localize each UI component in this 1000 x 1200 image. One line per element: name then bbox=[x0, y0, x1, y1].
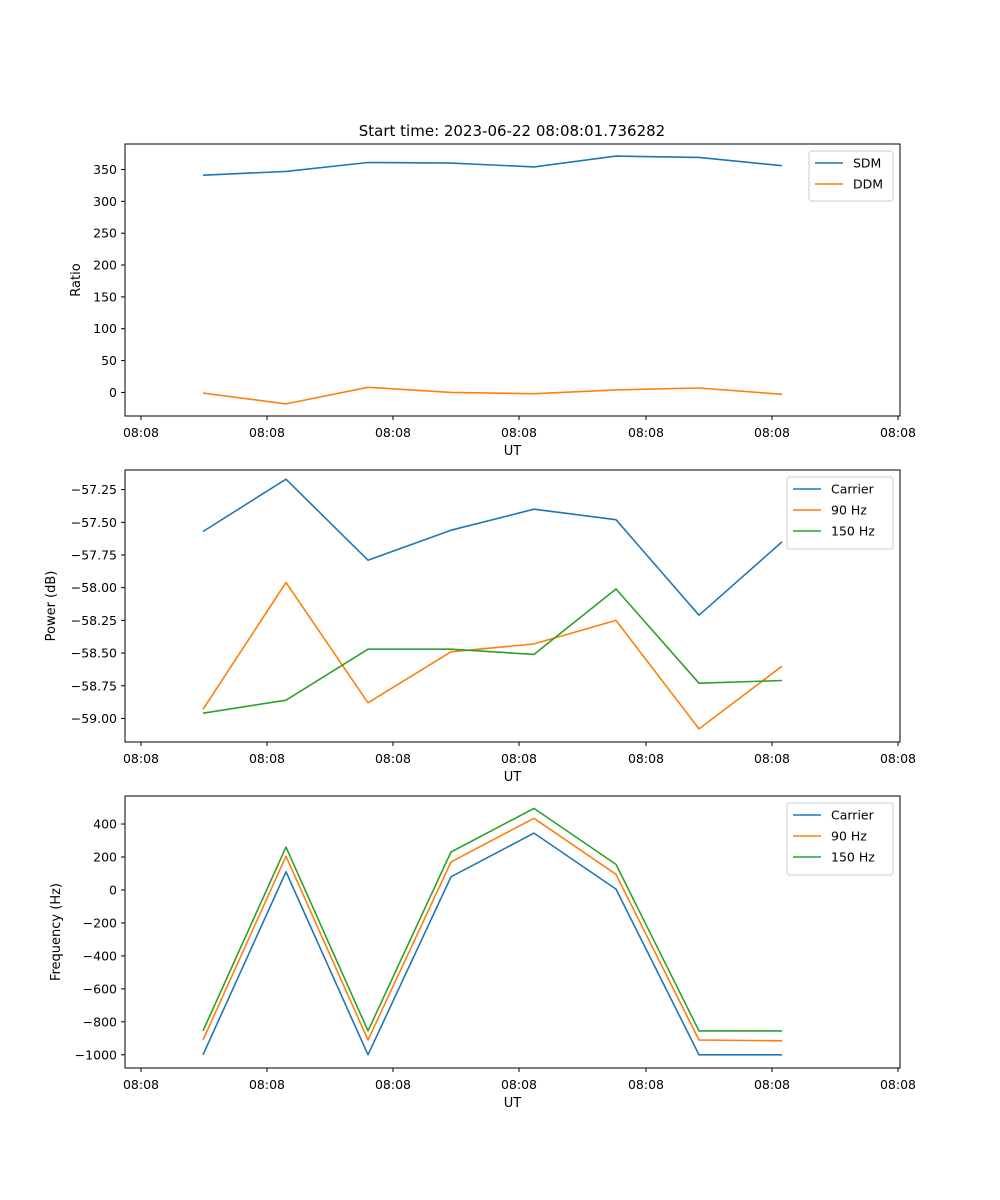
y-tick-label: −800 bbox=[83, 1014, 117, 1029]
y-tick-label: 0 bbox=[109, 882, 117, 897]
legend-label: DDM bbox=[853, 177, 883, 192]
x-tick-label: 08:08 bbox=[880, 751, 916, 766]
y-tick-label: −59.00 bbox=[71, 711, 117, 726]
y-tick-label: −400 bbox=[83, 948, 117, 963]
power-subplot: 08:08 08:08 08:08 08:08 08:08 08:08 08:08 −59.0… bbox=[44, 469, 916, 785]
legend-label: Carrier bbox=[831, 482, 875, 497]
series-line-sdm bbox=[202, 155, 783, 176]
y-tick-label: 150 bbox=[93, 289, 117, 304]
y-tick-label: −200 bbox=[83, 915, 117, 930]
y-tick-label: 0 bbox=[109, 385, 117, 400]
y-tick-label: −57.75 bbox=[71, 548, 117, 563]
series-line-carrier bbox=[202, 478, 783, 617]
x-tick-label: 08:08 bbox=[123, 751, 159, 766]
x-tick-label: 08:08 bbox=[880, 425, 916, 440]
series-line-150-hz bbox=[202, 807, 782, 1032]
y-tick-label: −58.75 bbox=[71, 678, 117, 693]
y-tick-label: 100 bbox=[93, 321, 117, 336]
x-tick-label: 08:08 bbox=[501, 1077, 537, 1092]
y-tick-label: −600 bbox=[83, 981, 117, 996]
x-axis-label: UT bbox=[504, 444, 522, 459]
x-tick-label: 08:08 bbox=[249, 425, 285, 440]
y-tick-label: −1000 bbox=[75, 1047, 117, 1062]
x-tick-label: 08:08 bbox=[249, 751, 285, 766]
x-tick-label: 08:08 bbox=[628, 425, 664, 440]
y-axis-label: Power (dB) bbox=[44, 571, 59, 642]
x-tick-label: 08:08 bbox=[375, 1077, 411, 1092]
axes-frame bbox=[124, 469, 901, 743]
legend-label: SDM bbox=[853, 156, 881, 171]
y-tick-label: −58.00 bbox=[71, 580, 117, 595]
y-tick-label: −57.50 bbox=[71, 515, 117, 530]
y-tick-label: −58.50 bbox=[71, 646, 117, 661]
y-tick-label: 350 bbox=[93, 162, 117, 177]
x-tick-label: 08:08 bbox=[754, 1077, 790, 1092]
y-tick-label: 300 bbox=[93, 194, 117, 209]
y-tick-label: −57.25 bbox=[71, 482, 117, 497]
legend-label: 90 Hz bbox=[831, 829, 867, 844]
legend-label: 90 Hz bbox=[831, 503, 867, 518]
ratio-subplot: 08:08 08:08 08:08 08:08 08:08 08:08 08:08 0 50 10… bbox=[69, 143, 916, 459]
y-tick-label: 250 bbox=[93, 226, 117, 241]
legend: Carrier 90 Hz 150 Hz bbox=[786, 802, 894, 876]
x-axis-label: UT bbox=[504, 770, 522, 785]
x-tick-label: 08:08 bbox=[123, 425, 159, 440]
y-tick-label: −58.25 bbox=[71, 613, 117, 628]
y-axis-label: Ratio bbox=[69, 263, 84, 296]
x-tick-label: 08:08 bbox=[375, 425, 411, 440]
figure-title: Start time: 2023-06-22 08:08:01.736282 bbox=[359, 122, 665, 140]
series-line-carrier bbox=[202, 832, 782, 1056]
x-tick-label: 08:08 bbox=[628, 751, 664, 766]
x-tick-label: 08:08 bbox=[754, 425, 790, 440]
series-line-150-hz bbox=[202, 588, 783, 714]
x-tick-label: 08:08 bbox=[880, 1077, 916, 1092]
x-tick-label: 08:08 bbox=[501, 425, 537, 440]
x-tick-label: 08:08 bbox=[123, 1077, 159, 1092]
y-tick-label: 50 bbox=[101, 353, 117, 368]
x-axis-label: UT bbox=[504, 1096, 522, 1111]
x-tick-label: 08:08 bbox=[501, 751, 537, 766]
y-tick-label: 200 bbox=[93, 258, 117, 273]
y-tick-label: 200 bbox=[93, 849, 117, 864]
series-line-90-hz bbox=[202, 817, 783, 1042]
axes-frame bbox=[124, 795, 901, 1069]
legend: Carrier 90 Hz 150 Hz bbox=[786, 476, 894, 550]
x-tick-label: 08:08 bbox=[628, 1077, 664, 1092]
series-line-90-hz bbox=[202, 581, 783, 730]
frequency-subplot: 08:08 08:08 08:08 08:08 08:08 08:08 08:08 −1000… bbox=[49, 795, 916, 1111]
y-tick-label: 400 bbox=[93, 817, 117, 832]
x-tick-label: 08:08 bbox=[375, 751, 411, 766]
legend-label: 150 Hz bbox=[831, 850, 875, 865]
legend: SDM DDM bbox=[808, 150, 894, 202]
x-tick-label: 08:08 bbox=[249, 1077, 285, 1092]
y-axis-label: Frequency (Hz) bbox=[49, 883, 64, 981]
series-line-ddm bbox=[202, 386, 783, 405]
axes-frame bbox=[124, 143, 901, 417]
legend-label: Carrier bbox=[831, 808, 875, 823]
legend-label: 150 Hz bbox=[831, 524, 875, 539]
x-tick-label: 08:08 bbox=[754, 751, 790, 766]
